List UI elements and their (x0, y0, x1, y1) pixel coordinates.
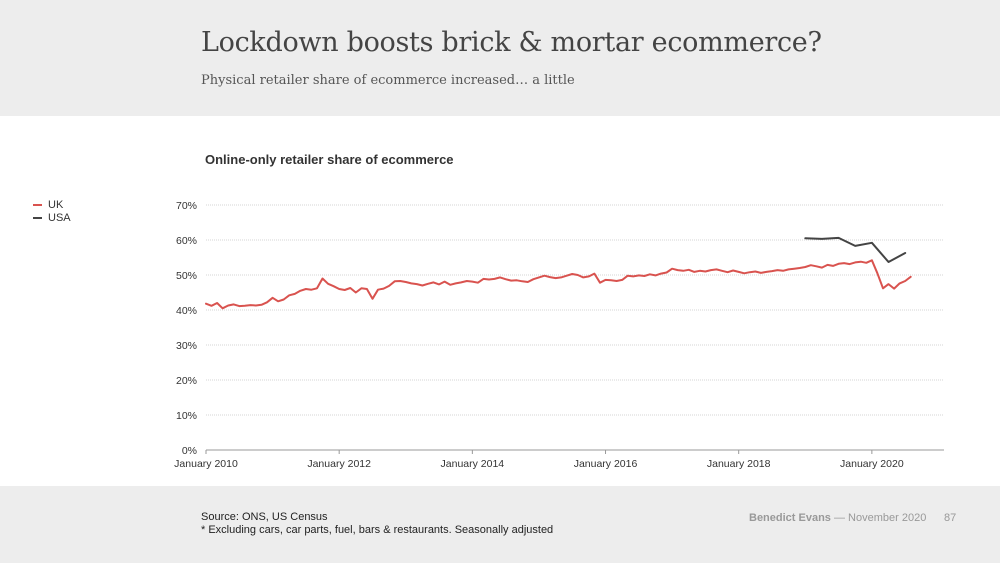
x-tick-label: January 2018 (707, 458, 771, 470)
slide-subtitle: Physical retailer share of ecommerce inc… (201, 73, 575, 88)
author-date: — November 2020 (833, 512, 927, 524)
series-line-uk (205, 259, 912, 310)
x-tick-label: January 2016 (574, 458, 638, 470)
chart-x-axis: January 2010 January 2012 January 2014 Janu… (174, 450, 904, 470)
slide-title: Lockdown boosts brick & mortar ecommerce… (201, 27, 822, 58)
y-tick-label: 70% (176, 200, 197, 212)
chart-title: Online-only retailer share of ecommerce (205, 152, 454, 167)
y-tick-label: 10% (176, 410, 197, 422)
source-note: Source: ONS, US Census * Excluding cars,… (201, 511, 553, 537)
legend-label-usa: USA (48, 211, 71, 224)
x-tick-label: January 2010 (174, 458, 238, 470)
y-tick-label: 20% (176, 375, 197, 387)
legend-label-uk: UK (48, 198, 64, 211)
y-tick-label: 0% (182, 445, 197, 457)
source-text: Source: ONS, US Census (201, 511, 328, 523)
chart-gridlines: 0% 10% 20% 30% 40% 50% 60% 70% (176, 200, 944, 457)
page-number: 87 (944, 512, 957, 524)
x-tick-label: January 2012 (307, 458, 371, 470)
legend-swatch-uk (33, 203, 42, 206)
chart-legend: UK USA (33, 198, 71, 224)
y-tick-label: 40% (176, 305, 197, 317)
series-line-usa (804, 236, 907, 263)
legend-item-usa: USA (33, 211, 71, 224)
header-band (0, 0, 1000, 116)
author-name: Benedict Evans (749, 512, 831, 524)
footnote-text: * Excluding cars, car parts, fuel, bars … (201, 524, 554, 536)
y-tick-label: 60% (176, 235, 197, 247)
footer-band (0, 486, 1000, 563)
x-tick-label: January 2014 (441, 458, 505, 470)
y-tick-label: 30% (176, 340, 197, 352)
author-credit: Benedict Evans — November 2020 (749, 512, 926, 524)
y-tick-label: 50% (176, 270, 197, 282)
legend-swatch-usa (33, 216, 42, 219)
chart-series (205, 236, 912, 310)
x-tick-label: January 2020 (840, 458, 904, 470)
legend-item-uk: UK (33, 198, 71, 211)
